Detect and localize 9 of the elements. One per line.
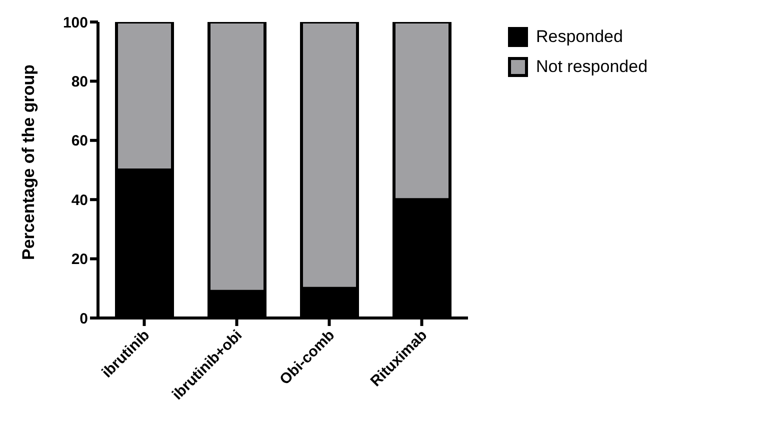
y-tick-label: 100 [62, 14, 88, 32]
y-tick-label: 40 [71, 192, 88, 209]
legend-label: Responded [536, 26, 623, 48]
y-tick-label: 0 [80, 310, 88, 328]
y-tick-label: 80 [71, 74, 88, 91]
y-tick-label: 60 [71, 132, 88, 150]
legend-label: Not responded [536, 56, 648, 78]
y-tick-label: 20 [71, 251, 88, 268]
y-axis-title: Percentage of the group [19, 64, 38, 260]
